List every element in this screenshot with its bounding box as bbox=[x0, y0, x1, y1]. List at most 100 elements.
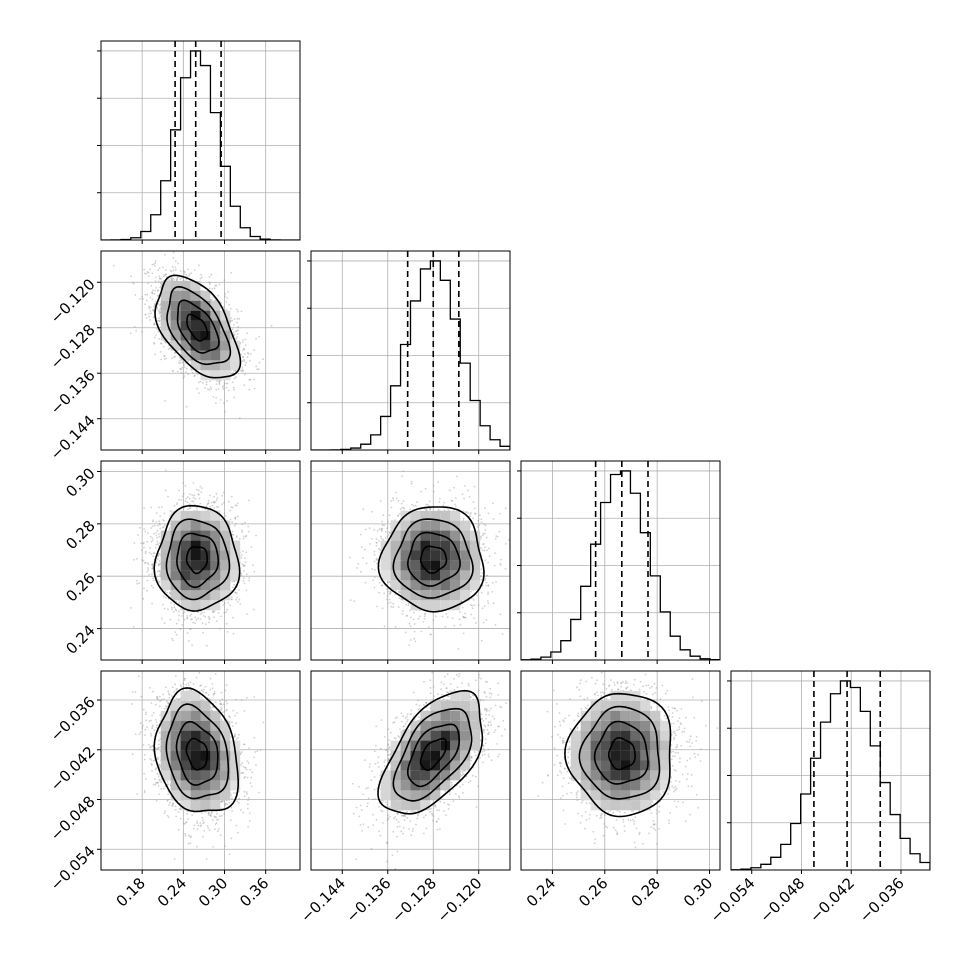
sample-point bbox=[236, 317, 239, 320]
sample-point bbox=[157, 280, 160, 283]
sample-point bbox=[213, 500, 215, 503]
sample-point bbox=[236, 502, 239, 505]
sample-point bbox=[233, 584, 236, 586]
sample-point bbox=[233, 333, 236, 336]
sample-point bbox=[247, 530, 250, 533]
sample-point bbox=[217, 388, 220, 390]
sample-point bbox=[194, 622, 197, 625]
sample-point bbox=[240, 310, 243, 313]
sample-point bbox=[155, 521, 158, 523]
sample-point bbox=[194, 497, 197, 500]
sample-point bbox=[234, 591, 237, 594]
sample-point bbox=[151, 298, 154, 301]
sample-point bbox=[240, 574, 243, 577]
sample-point bbox=[179, 362, 182, 364]
sample-point bbox=[163, 355, 166, 358]
sample-point bbox=[147, 271, 150, 274]
sample-point bbox=[131, 281, 134, 284]
sample-point bbox=[235, 330, 238, 332]
sample-point bbox=[182, 361, 185, 364]
sample-point bbox=[192, 621, 195, 624]
sample-point bbox=[214, 284, 217, 287]
sample-point bbox=[162, 525, 165, 528]
sample-point bbox=[232, 616, 235, 619]
sample-point bbox=[217, 612, 220, 614]
sample-point bbox=[255, 534, 257, 537]
sample-point bbox=[208, 621, 210, 624]
density-cell bbox=[200, 340, 211, 351]
sample-point bbox=[185, 405, 188, 408]
sample-point bbox=[215, 388, 218, 391]
sample-point bbox=[205, 644, 208, 647]
sample-point bbox=[142, 542, 145, 545]
sample-point bbox=[145, 299, 148, 302]
sample-point bbox=[201, 612, 204, 614]
sample-point bbox=[157, 563, 160, 566]
sample-point bbox=[148, 305, 151, 308]
sample-point bbox=[212, 296, 214, 299]
sample-point bbox=[159, 570, 161, 573]
contour-level-1 bbox=[176, 299, 220, 354]
sample-point bbox=[149, 268, 151, 271]
sample-point bbox=[139, 298, 142, 300]
sample-point bbox=[196, 373, 199, 376]
sample-point bbox=[223, 382, 226, 385]
sample-point bbox=[148, 312, 150, 315]
density-cell bbox=[200, 350, 211, 361]
sample-point bbox=[218, 382, 221, 384]
sample-point bbox=[150, 563, 153, 566]
sample-point bbox=[197, 493, 200, 495]
sample-point bbox=[214, 299, 217, 302]
sample-point bbox=[212, 610, 214, 613]
sample-point bbox=[172, 251, 175, 254]
sample-point bbox=[146, 562, 149, 565]
panel-frame bbox=[310, 250, 511, 451]
sample-point bbox=[243, 565, 245, 568]
sample-point bbox=[160, 278, 162, 281]
sample-point bbox=[219, 399, 222, 401]
sample-point bbox=[155, 287, 158, 289]
sample-point bbox=[179, 367, 182, 370]
sample-point bbox=[152, 310, 155, 312]
sample-point bbox=[232, 372, 234, 374]
sample-point bbox=[156, 529, 159, 532]
sample-point bbox=[173, 606, 176, 609]
sample-point bbox=[160, 358, 163, 361]
sample-point bbox=[148, 551, 151, 554]
sample-point bbox=[162, 275, 165, 278]
sample-point bbox=[165, 469, 167, 472]
sample-point bbox=[163, 355, 166, 357]
sample-point bbox=[159, 351, 162, 353]
sample-point bbox=[223, 602, 226, 605]
density-cell bbox=[190, 340, 201, 351]
sample-point bbox=[243, 353, 246, 355]
sample-point bbox=[215, 499, 218, 501]
sample-point bbox=[152, 552, 155, 555]
sample-point bbox=[208, 281, 210, 283]
sample-point bbox=[216, 380, 218, 382]
sample-point bbox=[223, 512, 226, 515]
sample-point bbox=[157, 269, 160, 272]
sample-point bbox=[146, 589, 148, 592]
sample-point bbox=[242, 356, 245, 358]
density-cell bbox=[160, 320, 171, 331]
sample-point bbox=[190, 613, 193, 616]
sample-point bbox=[164, 524, 167, 526]
sample-point bbox=[183, 270, 185, 273]
sample-point bbox=[152, 289, 154, 291]
density-cell bbox=[220, 340, 231, 351]
sample-point bbox=[234, 330, 237, 333]
sample-point bbox=[158, 581, 160, 584]
sample-point bbox=[192, 500, 195, 503]
sample-point bbox=[171, 637, 174, 640]
histogram-step-0 bbox=[101, 50, 300, 240]
sample-point bbox=[233, 396, 236, 399]
sample-point bbox=[147, 563, 150, 566]
sample-point bbox=[238, 318, 241, 320]
sample-point bbox=[176, 276, 179, 279]
sample-point bbox=[252, 564, 254, 567]
sample-point bbox=[189, 615, 192, 617]
sample-point bbox=[241, 370, 244, 373]
sample-point bbox=[233, 524, 236, 527]
sample-point bbox=[215, 620, 218, 622]
